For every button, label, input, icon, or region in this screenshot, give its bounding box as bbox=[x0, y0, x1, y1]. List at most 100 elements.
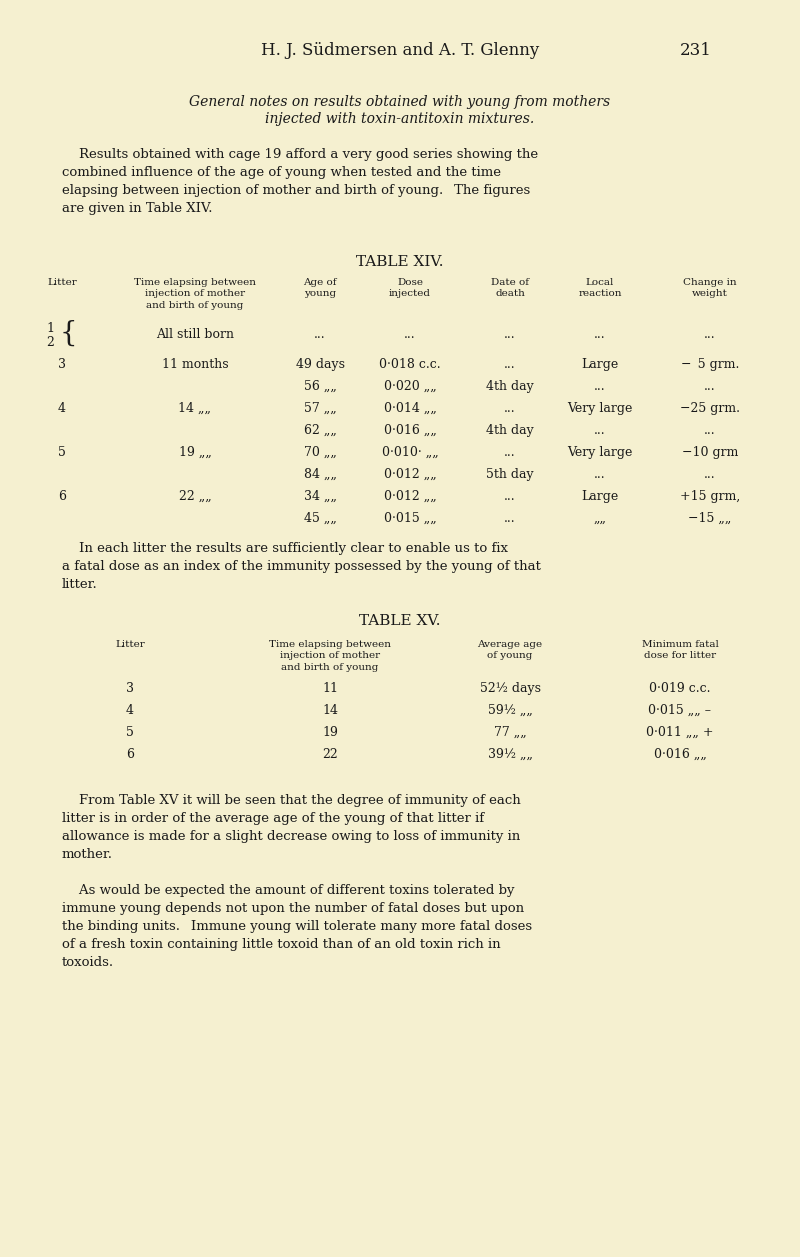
Text: 56 „„: 56 „„ bbox=[303, 380, 337, 393]
Text: 0·012 „„: 0·012 „„ bbox=[384, 490, 436, 503]
Text: ...: ... bbox=[704, 468, 716, 481]
Text: −25 grm.: −25 grm. bbox=[680, 402, 740, 415]
Text: Date of
death: Date of death bbox=[491, 278, 529, 298]
Text: 14 „„: 14 „„ bbox=[178, 402, 211, 415]
Text: 62 „„: 62 „„ bbox=[303, 424, 337, 437]
Text: 11 months: 11 months bbox=[162, 358, 228, 371]
Text: Large: Large bbox=[582, 490, 618, 503]
Text: ...: ... bbox=[704, 424, 716, 437]
Text: In each litter the results are sufficiently clear to enable us to fix: In each litter the results are sufficien… bbox=[62, 542, 508, 556]
Text: 0·020 „„: 0·020 „„ bbox=[384, 380, 436, 393]
Text: 2: 2 bbox=[46, 336, 54, 349]
Text: Time elapsing between
injection of mother
and birth of young: Time elapsing between injection of mothe… bbox=[269, 640, 391, 672]
Text: elapsing between injection of mother and birth of young.  The figures: elapsing between injection of mother and… bbox=[62, 184, 530, 197]
Text: Very large: Very large bbox=[567, 402, 633, 415]
Text: litter is in order of the average age of the young of that litter if: litter is in order of the average age of… bbox=[62, 812, 484, 825]
Text: a fatal dose as an index of the immunity possessed by the young of that: a fatal dose as an index of the immunity… bbox=[62, 561, 541, 573]
Text: ...: ... bbox=[704, 380, 716, 393]
Text: 0·019 c.c.: 0·019 c.c. bbox=[650, 683, 710, 695]
Text: ...: ... bbox=[504, 446, 516, 459]
Text: 0·016 „„: 0·016 „„ bbox=[654, 748, 706, 760]
Text: allowance is made for a slight decrease owing to loss of immunity in: allowance is made for a slight decrease … bbox=[62, 830, 520, 843]
Text: 77 „„: 77 „„ bbox=[494, 727, 526, 739]
Text: 22 „„: 22 „„ bbox=[178, 490, 211, 503]
Text: 6: 6 bbox=[126, 748, 134, 760]
Text: ...: ... bbox=[594, 424, 606, 437]
Text: − 5 grm.: − 5 grm. bbox=[681, 358, 739, 371]
Text: 4: 4 bbox=[58, 402, 66, 415]
Text: mother.: mother. bbox=[62, 848, 113, 861]
Text: Change in
weight: Change in weight bbox=[683, 278, 737, 298]
Text: 19: 19 bbox=[322, 727, 338, 739]
Text: 57 „„: 57 „„ bbox=[304, 402, 336, 415]
Text: General notes on results obtained with young from mothers: General notes on results obtained with y… bbox=[190, 96, 610, 109]
Text: ...: ... bbox=[504, 358, 516, 371]
Text: ...: ... bbox=[314, 328, 326, 341]
Text: {: { bbox=[60, 321, 78, 347]
Text: 0·018 c.c.: 0·018 c.c. bbox=[379, 358, 441, 371]
Text: TABLE XV.: TABLE XV. bbox=[359, 613, 441, 628]
Text: combined influence of the age of young when tested and the time: combined influence of the age of young w… bbox=[62, 166, 501, 178]
Text: TABLE XIV.: TABLE XIV. bbox=[356, 255, 444, 269]
Text: toxoids.: toxoids. bbox=[62, 957, 114, 969]
Text: 34 „„: 34 „„ bbox=[303, 490, 337, 503]
Text: 49 days: 49 days bbox=[295, 358, 345, 371]
Text: As would be expected the amount of different toxins tolerated by: As would be expected the amount of diffe… bbox=[62, 884, 514, 897]
Text: 0·011 „„ +: 0·011 „„ + bbox=[646, 727, 714, 739]
Text: 0·016 „„: 0·016 „„ bbox=[383, 424, 437, 437]
Text: 5: 5 bbox=[126, 727, 134, 739]
Text: −10 grm: −10 grm bbox=[682, 446, 738, 459]
Text: H. J. Südmersen and A. T. Glenny: H. J. Südmersen and A. T. Glenny bbox=[261, 41, 539, 59]
Text: 5: 5 bbox=[58, 446, 66, 459]
Text: Results obtained with cage 19 afford a very good series showing the: Results obtained with cage 19 afford a v… bbox=[62, 148, 538, 161]
Text: 22: 22 bbox=[322, 748, 338, 760]
Text: 4th day: 4th day bbox=[486, 424, 534, 437]
Text: 14: 14 bbox=[322, 704, 338, 716]
Text: 5th day: 5th day bbox=[486, 468, 534, 481]
Text: Average age
of young: Average age of young bbox=[478, 640, 542, 660]
Text: 0·014 „„: 0·014 „„ bbox=[383, 402, 437, 415]
Text: Time elapsing between
injection of mother
and birth of young: Time elapsing between injection of mothe… bbox=[134, 278, 256, 310]
Text: ...: ... bbox=[504, 402, 516, 415]
Text: 6: 6 bbox=[58, 490, 66, 503]
Text: +15 grm,: +15 grm, bbox=[680, 490, 740, 503]
Text: „„: „„ bbox=[594, 512, 606, 525]
Text: 0·012 „„: 0·012 „„ bbox=[384, 468, 436, 481]
Text: 3: 3 bbox=[126, 683, 134, 695]
Text: the binding units.  Immune young will tolerate many more fatal doses: the binding units. Immune young will tol… bbox=[62, 920, 532, 933]
Text: ...: ... bbox=[404, 328, 416, 341]
Text: ...: ... bbox=[504, 490, 516, 503]
Text: 1: 1 bbox=[46, 322, 54, 336]
Text: 39½ „„: 39½ „„ bbox=[487, 748, 533, 760]
Text: 4th day: 4th day bbox=[486, 380, 534, 393]
Text: Minimum fatal
dose for litter: Minimum fatal dose for litter bbox=[642, 640, 718, 660]
Text: litter.: litter. bbox=[62, 578, 98, 591]
Text: 45 „„: 45 „„ bbox=[303, 512, 337, 525]
Text: ...: ... bbox=[504, 328, 516, 341]
Text: 3: 3 bbox=[58, 358, 66, 371]
Text: immune young depends not upon the number of fatal doses but upon: immune young depends not upon the number… bbox=[62, 903, 524, 915]
Text: Large: Large bbox=[582, 358, 618, 371]
Text: Litter: Litter bbox=[47, 278, 77, 287]
Text: 0·015 „„ –: 0·015 „„ – bbox=[649, 704, 711, 716]
Text: 231: 231 bbox=[680, 41, 712, 59]
Text: 0·015 „„: 0·015 „„ bbox=[384, 512, 436, 525]
Text: ...: ... bbox=[504, 512, 516, 525]
Text: Local
reaction: Local reaction bbox=[578, 278, 622, 298]
Text: From Table XV it will be seen that the degree of immunity of each: From Table XV it will be seen that the d… bbox=[62, 794, 521, 807]
Text: ...: ... bbox=[594, 468, 606, 481]
Text: are given in Table XIV.: are given in Table XIV. bbox=[62, 202, 213, 215]
Text: ...: ... bbox=[594, 380, 606, 393]
Text: of a fresh toxin containing little toxoid than of an old toxin rich in: of a fresh toxin containing little toxoi… bbox=[62, 938, 501, 952]
Text: 52½ days: 52½ days bbox=[479, 683, 541, 695]
Text: 0·010· „„: 0·010· „„ bbox=[382, 446, 438, 459]
Text: All still born: All still born bbox=[156, 328, 234, 341]
Text: Age of
young: Age of young bbox=[303, 278, 337, 298]
Text: 19 „„: 19 „„ bbox=[178, 446, 211, 459]
Text: 11: 11 bbox=[322, 683, 338, 695]
Text: Litter: Litter bbox=[115, 640, 145, 649]
Text: injected with toxin-antitoxin mixtures.: injected with toxin-antitoxin mixtures. bbox=[266, 112, 534, 126]
Text: 70 „„: 70 „„ bbox=[303, 446, 337, 459]
Text: 4: 4 bbox=[126, 704, 134, 716]
Text: ...: ... bbox=[704, 328, 716, 341]
